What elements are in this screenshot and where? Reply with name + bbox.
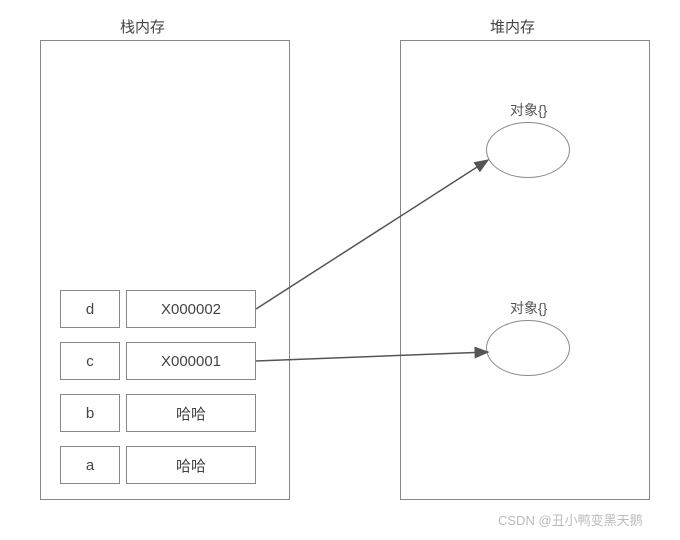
var-name: b bbox=[60, 394, 120, 432]
table-row: d X000002 bbox=[60, 290, 256, 328]
var-value: X000001 bbox=[126, 342, 256, 380]
object-label: 对象{} bbox=[510, 100, 547, 120]
object-node bbox=[486, 122, 570, 178]
var-value: 哈哈 bbox=[126, 446, 256, 484]
table-row: b 哈哈 bbox=[60, 394, 256, 432]
table-row: a 哈哈 bbox=[60, 446, 256, 484]
object-node bbox=[486, 320, 570, 376]
watermark: CSDN @丑小鸭变黑天鹅 bbox=[498, 510, 643, 529]
var-name: a bbox=[60, 446, 120, 484]
heap-title: 堆内存 bbox=[490, 16, 535, 37]
var-value: 哈哈 bbox=[126, 394, 256, 432]
table-row: c X000001 bbox=[60, 342, 256, 380]
var-name: d bbox=[60, 290, 120, 328]
var-value: X000002 bbox=[126, 290, 256, 328]
object-label: 对象{} bbox=[510, 298, 547, 318]
stack-title: 栈内存 bbox=[120, 16, 165, 37]
var-name: c bbox=[60, 342, 120, 380]
